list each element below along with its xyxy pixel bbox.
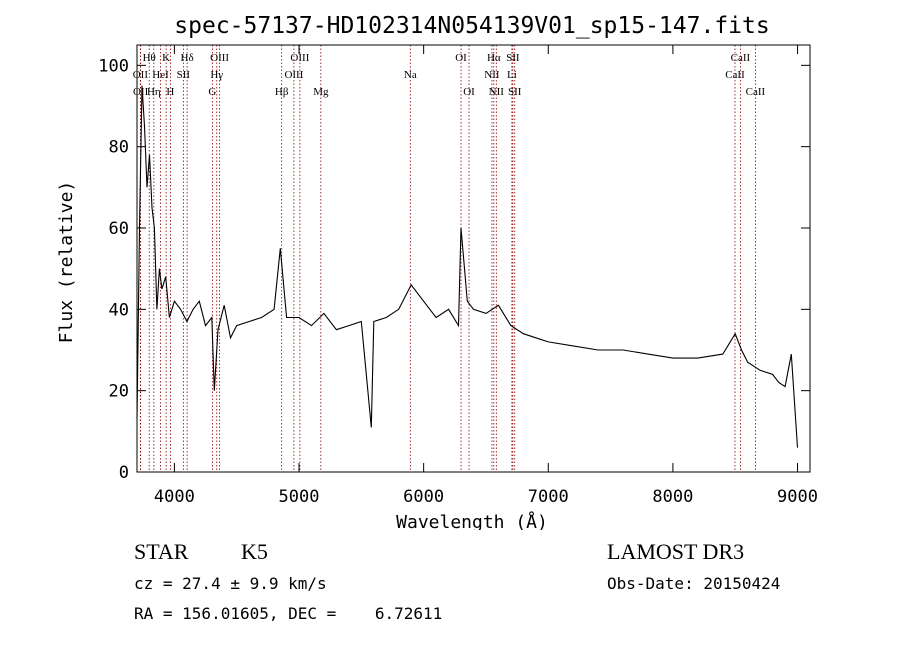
line-marker-label: OII xyxy=(133,86,149,98)
x-tick-label: 4000 xyxy=(154,487,195,507)
y-axis-label: Flux (relative) xyxy=(56,181,77,344)
line-marker-label: CaII xyxy=(746,86,766,98)
y-tick-label: 100 xyxy=(98,56,129,76)
line-marker-label: Hβ xyxy=(275,86,289,98)
line-marker-label: CaII xyxy=(725,69,745,81)
line-marker-label: SII xyxy=(177,69,191,81)
line-marker-label: SII xyxy=(506,52,520,64)
x-tick-label: 7000 xyxy=(528,487,569,507)
object-class: STAR xyxy=(134,539,189,564)
y-tick-label: 0 xyxy=(119,463,129,483)
line-marker-label: OIII xyxy=(284,69,303,81)
emission-line-labels: Hθ OII OII K HeI Hη H Hδ SII OIII Hγ G Hβ OIII OIII Mg N… xyxy=(133,52,766,98)
line-marker-label: G xyxy=(208,86,216,98)
line-marker-label: Hγ xyxy=(210,69,223,81)
line-marker-label: Li xyxy=(507,69,517,81)
y-tick-label: 60 xyxy=(109,219,129,239)
line-marker-label: K xyxy=(162,52,170,64)
survey-name: LAMOST DR3 xyxy=(607,539,745,564)
y-tick-label: 80 xyxy=(109,138,129,158)
y-tick-label: 20 xyxy=(109,382,129,402)
x-tick-label: 8000 xyxy=(652,487,693,507)
object-subclass: K5 xyxy=(241,539,268,564)
line-marker-label: OI xyxy=(455,52,467,64)
emission-line-markers xyxy=(139,45,756,472)
line-marker-label: H xyxy=(166,86,174,98)
x-tick-label: 6000 xyxy=(403,487,444,507)
y-axis-ticks: 0 20 40 60 80 100 xyxy=(98,56,810,483)
line-marker-label: NII xyxy=(484,69,500,81)
line-marker-label: OII xyxy=(133,69,149,81)
line-marker-label: OIII xyxy=(210,52,229,64)
line-marker-label: Na xyxy=(404,69,417,81)
sky-coordinates: RA = 156.01605, DEC = 6.72611 xyxy=(134,604,443,623)
x-axis-ticks: 4000 5000 6000 7000 8000 9000 xyxy=(154,45,818,507)
line-marker-label: Hδ xyxy=(181,52,194,64)
observation-date: Obs-Date: 20150424 xyxy=(607,574,781,593)
line-marker-label: CaII xyxy=(731,52,751,64)
plot-frame xyxy=(136,44,811,473)
line-marker-label: HeI xyxy=(152,69,169,81)
x-axis-label: Wavelength (Å) xyxy=(396,511,548,530)
spectrum-chart: 4000 5000 6000 7000 8000 9000 0 20 40 60 80 100 Hθ… xyxy=(56,13,818,530)
line-marker-label: SII xyxy=(508,86,522,98)
line-marker-label: Hθ xyxy=(143,52,156,64)
x-tick-label: 9000 xyxy=(777,487,818,507)
line-marker-label: OI xyxy=(463,86,475,98)
y-tick-label: 40 xyxy=(109,300,129,320)
x-tick-label: 5000 xyxy=(279,487,320,507)
redshift-velocity: cz = 27.4 ± 9.9 km/s xyxy=(134,574,327,593)
line-marker-label: Hη xyxy=(147,86,161,98)
line-marker-label: OIII xyxy=(290,52,309,64)
line-marker-label: Hα xyxy=(487,52,501,64)
chart-title: spec-57137-HD102314N054139V01_sp15-147.f… xyxy=(174,13,769,39)
line-marker-label: NII xyxy=(489,86,505,98)
spectrum-line xyxy=(136,85,799,448)
line-marker-label: Mg xyxy=(313,86,329,98)
